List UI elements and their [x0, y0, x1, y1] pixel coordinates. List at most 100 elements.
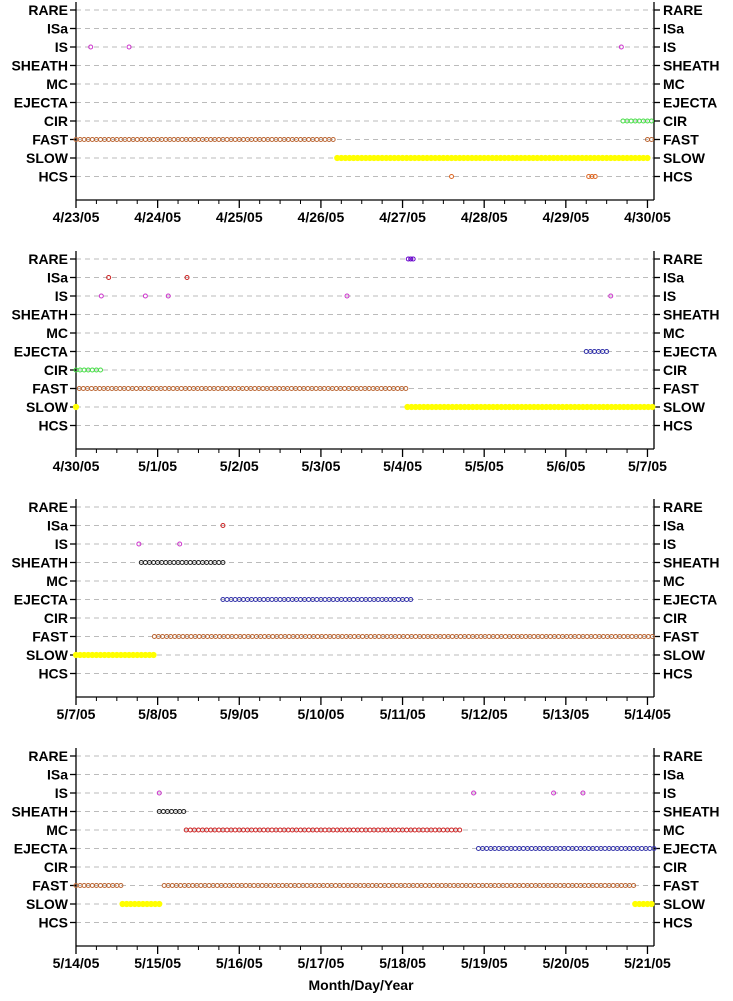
data-point-mc — [449, 827, 455, 833]
data-point-ejecta — [475, 846, 481, 851]
x-tick-label: 5/4/05 — [383, 458, 422, 474]
y-tick-label: MC — [46, 325, 68, 341]
data-point-fast — [215, 386, 221, 391]
y-tick-label: RARE — [28, 251, 68, 267]
x-tick-label: 4/28/05 — [461, 209, 508, 225]
y-tick-label: SLOW — [26, 896, 69, 912]
data-point-rare — [408, 256, 414, 262]
y-tick-label: SLOW — [663, 647, 706, 663]
y-tick-label: MC — [663, 822, 685, 838]
y-tick-label: FAST — [663, 878, 699, 894]
y-tick-label: EJECTA — [14, 95, 68, 111]
x-tick-label: 5/10/05 — [298, 706, 345, 722]
data-point-fast — [260, 386, 266, 391]
data-point-ejecta — [602, 846, 608, 851]
data-point-fast — [170, 386, 176, 391]
y-tick-label: CIR — [663, 362, 687, 378]
data-point-is — [608, 293, 614, 299]
y-tick-label: IS — [55, 536, 68, 552]
x-tick-label: 5/21/05 — [624, 955, 671, 971]
data-point-fast — [539, 634, 545, 639]
x-tick-label: 4/23/05 — [53, 209, 100, 225]
data-point-fast — [386, 386, 392, 391]
x-tick-label: 5/14/05 — [624, 706, 671, 722]
data-point-ejecta — [404, 597, 410, 602]
y-tick-label: SLOW — [663, 896, 706, 912]
data-point-fast — [278, 634, 284, 639]
x-tick-label: 5/3/05 — [301, 458, 340, 474]
y-tick-label: EJECTA — [14, 592, 68, 608]
data-point-is — [126, 44, 132, 50]
y-tick-label: IS — [663, 39, 676, 55]
data-point-ejecta — [269, 597, 275, 602]
data-point-fast — [350, 386, 356, 391]
data-point-fast — [386, 883, 392, 888]
data-point-isa — [220, 523, 226, 528]
y-tick-label: HCS — [663, 169, 693, 185]
y-tick-label: EJECTA — [663, 841, 717, 857]
data-point-hcs — [586, 174, 592, 179]
y-tick-label: ISa — [47, 767, 68, 783]
data-point-fast — [649, 634, 655, 639]
data-point-is — [156, 790, 162, 796]
data-point-slow — [156, 900, 163, 908]
y-tick-label: CIR — [44, 113, 68, 129]
y-tick-label: RARE — [28, 499, 68, 515]
y-tick-label: SLOW — [663, 399, 706, 415]
data-point-ejecta — [395, 597, 401, 602]
x-tick-label: 5/2/05 — [220, 458, 259, 474]
y-tick-label: RARE — [28, 748, 68, 764]
y-tick-label: SLOW — [26, 647, 69, 663]
data-point-fast — [314, 137, 320, 142]
y-tick-label: IS — [663, 288, 676, 304]
data-point-fast — [161, 883, 167, 888]
data-point-fast — [134, 137, 140, 142]
data-point-ejecta — [314, 597, 320, 602]
x-tick-label: 4/25/05 — [216, 209, 263, 225]
data-point-ejecta — [351, 597, 357, 602]
y-tick-label: EJECTA — [663, 592, 717, 608]
x-tick-label: 5/18/05 — [379, 955, 426, 971]
data-point-fast — [629, 634, 635, 639]
x-tick-label: 4/27/05 — [379, 209, 426, 225]
x-tick-label: 4/30/05 — [624, 209, 671, 225]
data-point-mc — [440, 827, 446, 833]
data-point-fast — [431, 883, 437, 888]
data-point-rare — [405, 256, 411, 262]
y-tick-label: CIR — [663, 610, 687, 626]
data-point-slow — [644, 154, 651, 162]
data-point-slow — [72, 403, 80, 411]
data-point-ejecta — [224, 597, 230, 602]
y-tick-label: SLOW — [26, 399, 69, 415]
data-point-mc — [314, 827, 320, 833]
y-tick-label: RARE — [28, 2, 68, 18]
data-point-fast — [557, 883, 563, 888]
x-tick-label: 5/9/05 — [220, 706, 259, 722]
data-point-slow — [150, 651, 157, 659]
data-point-mc — [359, 827, 365, 833]
y-tick-label: SHEATH — [663, 58, 720, 74]
data-point-fast — [403, 386, 409, 391]
x-tick-label: 5/19/05 — [461, 955, 508, 971]
data-point-slow — [648, 900, 655, 908]
y-tick-label: FAST — [32, 878, 68, 894]
x-axis-label: Month/Day/Year — [308, 977, 414, 993]
y-tick-label: MC — [663, 76, 685, 92]
data-point-fast — [133, 386, 139, 391]
y-tick-label: MC — [46, 573, 68, 589]
data-point-hcs — [449, 174, 455, 179]
data-point-fast — [467, 883, 473, 888]
y-tick-label: MC — [663, 573, 685, 589]
data-point-fast — [378, 883, 384, 888]
data-point-fast — [458, 634, 464, 639]
x-tick-label: 5/1/05 — [138, 458, 177, 474]
data-point-fast — [97, 137, 103, 142]
data-point-isa — [184, 275, 190, 280]
y-tick-label: HCS — [38, 666, 68, 682]
y-tick-label: IS — [55, 785, 68, 801]
data-point-fast — [89, 137, 95, 142]
y-tick-label: CIR — [44, 859, 68, 875]
data-point-fast — [404, 634, 410, 639]
data-point-is — [136, 541, 142, 547]
y-tick-label: SHEATH — [663, 555, 720, 571]
